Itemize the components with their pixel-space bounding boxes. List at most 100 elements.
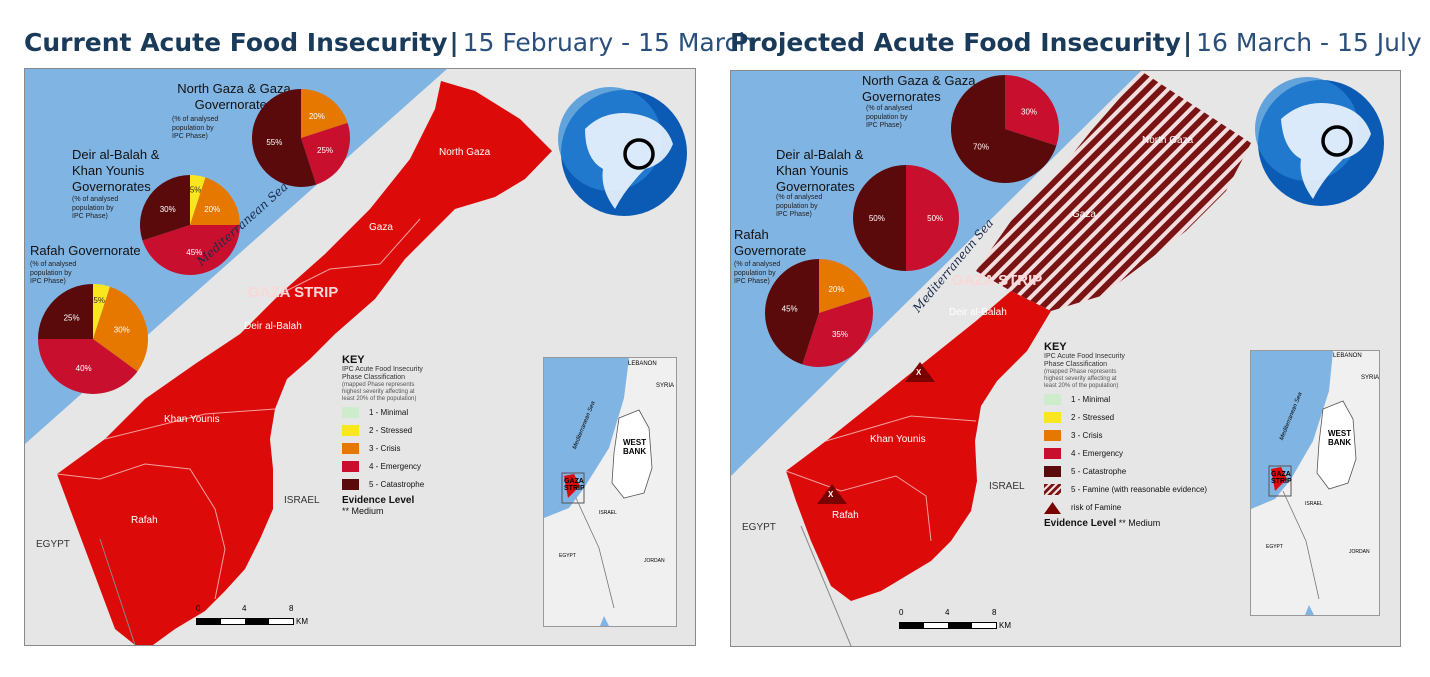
label-israel: ISRAEL: [284, 495, 320, 506]
locator-inset: LEBANON SYRIA Mediterranean Sea WEST BAN…: [543, 357, 677, 627]
pie-title-deir-khan: Deir al-Balah & Khan Younis Governorates: [72, 147, 160, 194]
pie-slice-label: 30%: [160, 205, 176, 214]
pie-slice-label: 20%: [309, 112, 325, 121]
legend-label: risk of Famine: [1071, 502, 1122, 512]
legend-item-famine: 5 - Famine (with reasonable evidence): [1044, 480, 1244, 498]
pie-slice-phase-2: [190, 175, 206, 225]
label-north-gaza: North Gaza: [439, 147, 491, 158]
pie-slice-label: 40%: [76, 364, 92, 373]
pie-slice-label: 45%: [186, 248, 202, 257]
inset-label-west-bank: WEST BANK: [623, 438, 647, 456]
pie-chart-rafah: 20% 35% 45%: [765, 259, 873, 367]
legend-label: 1 - Minimal: [1071, 394, 1111, 404]
legend-label: 4 - Emergency: [1071, 448, 1124, 458]
legend-item: 5 - Catastrophe: [1044, 462, 1244, 480]
legend-item: 5 - Catastrophe: [342, 475, 502, 493]
legend-label: 2 - Stressed: [369, 425, 413, 435]
inset-label-syria: SYRIA: [656, 383, 675, 389]
pie-slice-phase-3: [190, 177, 240, 225]
inset-label-israel: ISRAEL: [599, 510, 617, 516]
right-title: Projected Acute Food Insecurity| 16 March…: [730, 28, 1422, 57]
pie-slice-phase-5: [140, 175, 190, 241]
label-deir-al-balah: Deir al-Balah: [949, 307, 1007, 318]
legend-subtitle: IPC Acute Food Insecurity Phase Classifi…: [342, 366, 423, 381]
legend: KEY IPC Acute Food Insecurity Phase Clas…: [342, 354, 502, 516]
legend-label: 5 - Catastrophe: [1071, 466, 1127, 476]
label-gaza: Gaza: [369, 222, 393, 233]
legend-label: 2 - Stressed: [1071, 412, 1115, 422]
governorate-boundary: [825, 415, 977, 442]
pie-slice-label: 5%: [93, 296, 105, 305]
pie-title-north-gaza: North Gaza & Gaza Governorates: [862, 73, 976, 104]
pie-slice-label: 55%: [266, 138, 282, 147]
inset-label-egypt: EGYPT: [559, 553, 576, 559]
legend-swatch: [1044, 465, 1061, 477]
pie-slice-label: 30%: [1021, 108, 1037, 117]
mediterranean-sea: [731, 71, 1141, 476]
legend-swatch: [342, 442, 359, 454]
pie-slice-phase-5: [38, 284, 93, 339]
label-gaza-strip: GAZA STRIP: [248, 284, 339, 301]
inset-label-west-bank: WEST BANK: [1328, 429, 1352, 447]
scale-unit: KM: [296, 617, 308, 626]
risk-triangle-icon: [1044, 501, 1061, 514]
legend-swatch: [1044, 447, 1061, 459]
pie-subtitle: (% of analysed population by IPC Phase): [172, 116, 219, 140]
scale-unit: KM: [999, 621, 1011, 630]
pie-slice-label: 25%: [317, 146, 333, 155]
pie-subtitle: (% of analysed population by IPC Phase): [72, 196, 119, 220]
inset-label-lebanon: LEBANON: [628, 361, 657, 367]
inset-label-israel: ISRAEL: [1305, 501, 1323, 507]
projected-map-panel: [730, 70, 1401, 647]
legend-item: 1 - Minimal: [1044, 390, 1244, 408]
pie-slice-phase-4: [1005, 75, 1059, 146]
governorate-boundary: [279, 218, 421, 295]
label-rafah: Rafah: [131, 515, 158, 526]
pie-slice-label: 30%: [114, 326, 130, 335]
inset-label-gaza-strip: GAZA STRIP: [1271, 471, 1292, 485]
pie-slice-phase-3: [93, 286, 148, 372]
risk-of-famine-marker-rafah: [817, 484, 847, 504]
current-map-overlay: North Gaza & Gaza Governorates (% of ana…: [24, 68, 694, 644]
label-egypt: EGYPT: [36, 539, 70, 550]
label-rafah: Rafah: [832, 510, 859, 521]
pie-title-rafah: Rafah Governorate: [734, 227, 807, 258]
legend-label: 3 - Crisis: [1071, 430, 1103, 440]
pie-slice-phase-4: [906, 165, 959, 271]
governorate-boundary: [56, 463, 226, 600]
right-title-bold: Projected Acute Food Insecurity: [730, 28, 1181, 57]
label-deir-al-balah: Deir al-Balah: [244, 321, 302, 332]
egypt-border: [800, 525, 852, 646]
pie-slice-label: 45%: [782, 304, 798, 313]
scale-tick: 4: [945, 608, 950, 617]
pie-slice-phase-4: [802, 296, 873, 367]
gaza-strip-area: [57, 81, 552, 645]
legend-swatch: [342, 478, 359, 490]
evidence-level-title: Evidence Level: [1044, 518, 1117, 529]
legend-item: 4 - Emergency: [342, 457, 502, 475]
legend-label: 5 - Famine (with reasonable evidence): [1071, 484, 1208, 494]
pie-slice-label: 20%: [204, 205, 220, 214]
title-separator: |: [1182, 28, 1193, 57]
legend-swatch: [1044, 429, 1061, 441]
risk-mark-label: X: [916, 368, 922, 377]
pie-slice-phase-5: [251, 89, 317, 187]
legend-items: 1 - Minimal 2 - Stressed 3 - Crisis 4 - Eme…: [342, 403, 502, 493]
left-title-bold: Current Acute Food Insecurity: [24, 28, 448, 57]
legend: KEY IPC Acute Food Insecurity Phase Clas…: [1044, 341, 1244, 529]
legend-item: 4 - Emergency: [1044, 444, 1244, 462]
title-separator: |: [449, 28, 459, 57]
label-egypt: EGYPT: [742, 522, 776, 533]
pie-title-rafah: Rafah Governorate: [30, 243, 141, 258]
pie-slice-phase-4: [301, 122, 350, 185]
gaza-strip-area: [786, 291, 1051, 601]
left-title-dates: 15 February - 15 March: [462, 28, 755, 57]
label-khan-younis: Khan Younis: [164, 414, 220, 425]
pie-slice-label: 25%: [64, 314, 80, 323]
legend-item: 3 - Crisis: [342, 439, 502, 457]
inset-svg: [544, 358, 653, 626]
pie-slice-phase-5: [853, 165, 906, 271]
locator-inset: LEBANON SYRIA Mediterranean Sea WEST BAN…: [1250, 350, 1380, 616]
pie-chart-north-gaza: 20% 25% 55%: [251, 89, 350, 187]
legend-swatch: [342, 406, 359, 418]
